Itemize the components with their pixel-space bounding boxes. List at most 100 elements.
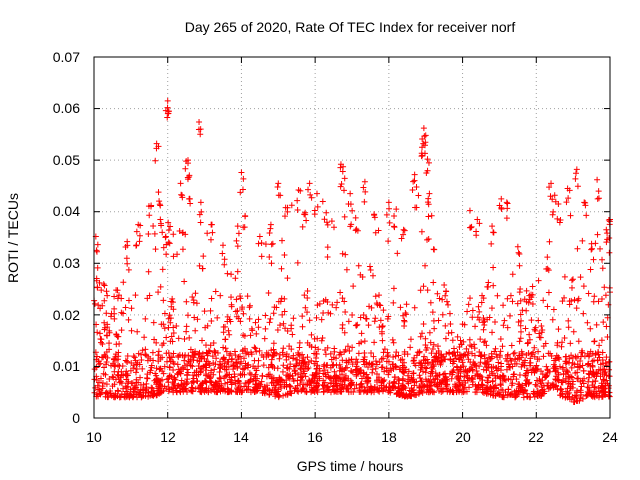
data-point <box>469 350 476 357</box>
data-point <box>574 398 581 405</box>
data-point <box>379 322 386 329</box>
data-point <box>461 384 468 391</box>
data-point <box>420 356 427 363</box>
data-point <box>160 340 167 347</box>
data-point <box>363 359 370 366</box>
data-point <box>604 236 611 243</box>
data-point <box>505 375 512 382</box>
data-point <box>339 357 346 364</box>
data-point <box>214 350 221 357</box>
data-point <box>379 330 386 337</box>
data-point <box>373 300 380 307</box>
data-point <box>294 197 301 204</box>
data-point <box>406 376 413 383</box>
data-point <box>155 383 162 390</box>
data-point <box>467 224 474 231</box>
data-point <box>602 369 609 376</box>
data-point <box>311 350 318 357</box>
data-point <box>254 375 261 382</box>
data-point <box>297 187 304 194</box>
data-point <box>550 306 557 313</box>
data-point <box>181 362 188 369</box>
data-point <box>585 370 592 377</box>
data-point <box>99 385 106 392</box>
data-point <box>299 373 306 380</box>
data-point <box>518 363 525 370</box>
data-point <box>313 314 320 321</box>
data-point <box>552 376 559 383</box>
data-point <box>91 300 98 307</box>
data-point <box>168 373 175 380</box>
data-point <box>101 282 108 289</box>
data-point <box>175 335 182 342</box>
data-point <box>252 345 259 352</box>
data-point <box>281 383 288 390</box>
data-point <box>597 361 604 368</box>
data-point <box>173 387 180 394</box>
data-point <box>290 315 297 322</box>
data-point <box>599 265 606 272</box>
data-point <box>469 366 476 373</box>
data-point <box>389 336 396 343</box>
data-point <box>141 334 148 341</box>
data-point <box>97 360 104 367</box>
data-point <box>534 356 541 363</box>
data-point <box>162 234 169 241</box>
data-point <box>284 275 291 282</box>
data-point <box>179 194 186 201</box>
data-point <box>328 356 335 363</box>
data-point <box>367 383 374 390</box>
data-point <box>595 385 602 392</box>
data-point <box>94 329 101 336</box>
data-point <box>201 308 208 315</box>
data-point <box>275 180 282 187</box>
data-point <box>427 373 434 380</box>
data-point <box>181 278 188 285</box>
data-point <box>558 343 565 350</box>
data-point <box>430 246 437 253</box>
data-point <box>168 333 175 340</box>
data-point <box>548 180 555 187</box>
y-axis-label: ROTI / TECUs <box>5 193 21 283</box>
data-point <box>120 385 127 392</box>
data-point <box>458 341 465 348</box>
data-point <box>239 347 246 354</box>
data-point <box>158 220 165 227</box>
data-point <box>308 357 315 364</box>
data-point <box>195 126 202 133</box>
data-point <box>574 183 581 190</box>
data-point <box>510 350 517 357</box>
data-point <box>380 355 387 362</box>
data-point <box>100 370 107 377</box>
data-point <box>179 246 186 253</box>
data-point <box>136 238 143 245</box>
data-point <box>418 378 425 385</box>
data-point <box>604 230 611 237</box>
data-point <box>102 390 109 397</box>
y-tick-label: 0.03 <box>53 255 80 271</box>
data-point <box>490 229 497 236</box>
data-point <box>457 337 464 344</box>
data-point <box>559 391 566 398</box>
data-point <box>226 331 233 338</box>
data-point <box>308 343 315 350</box>
data-point <box>179 229 186 236</box>
data-point <box>378 379 385 386</box>
data-point <box>485 283 492 290</box>
data-point <box>168 298 175 305</box>
data-point <box>130 385 137 392</box>
data-point <box>339 168 346 175</box>
data-point <box>224 389 231 396</box>
data-point <box>393 349 400 356</box>
data-point <box>211 366 218 373</box>
data-point <box>422 262 429 269</box>
data-point <box>280 345 287 352</box>
data-point <box>420 283 427 290</box>
x-tick-label: 14 <box>233 429 249 445</box>
data-point <box>370 353 377 360</box>
data-point <box>494 292 501 299</box>
data-point <box>603 323 610 330</box>
data-point <box>475 373 482 380</box>
data-point <box>426 378 433 385</box>
data-point <box>122 357 129 364</box>
